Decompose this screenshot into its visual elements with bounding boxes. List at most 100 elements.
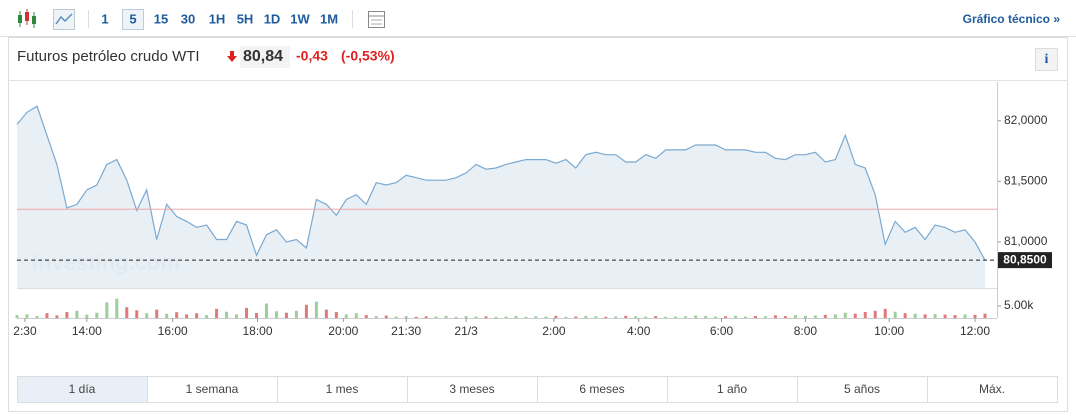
volume-bar xyxy=(75,310,79,318)
tab[interactable] xyxy=(277,376,408,403)
volume-bar xyxy=(963,314,967,318)
volume-bar xyxy=(843,312,847,318)
volume-bar xyxy=(863,311,867,318)
volume-bar xyxy=(255,312,259,318)
volume-bar xyxy=(494,316,498,318)
tab[interactable] xyxy=(407,376,538,403)
volume-bar xyxy=(763,316,767,318)
volume-bar xyxy=(414,316,418,318)
volume-bar xyxy=(554,315,558,318)
volume-bar xyxy=(434,316,438,318)
tab-label[interactable]: 5 años xyxy=(844,382,880,396)
volume-bar xyxy=(594,316,598,318)
volume-bar xyxy=(55,315,59,318)
volume-bar xyxy=(574,316,578,318)
tab[interactable] xyxy=(797,376,928,403)
interval[interactable]: 1W xyxy=(290,11,310,26)
tab-label[interactable]: 1 mes xyxy=(326,382,359,396)
volume-bar xyxy=(694,315,698,318)
x-tick-label: 8:00 xyxy=(794,324,818,338)
volume-bar xyxy=(704,316,708,318)
tab-label[interactable]: 6 meses xyxy=(579,382,624,396)
volume-bar xyxy=(624,315,628,318)
change-pct: (-0,53%) xyxy=(341,48,395,64)
volume-bar xyxy=(384,315,388,318)
interval-active-box xyxy=(122,9,144,30)
x-tick-label: 12:00 xyxy=(960,324,990,338)
volume-bar xyxy=(35,316,39,318)
tab-label[interactable]: Máx. xyxy=(979,382,1005,396)
candle-icon[interactable] xyxy=(18,9,36,28)
tab-label[interactable]: 3 meses xyxy=(449,382,494,396)
volume-bar xyxy=(743,316,747,318)
volume-bar xyxy=(913,313,917,318)
volume-bar xyxy=(654,316,658,318)
interval-bar: 1 5 15 30 1H 5H 1D 1W 1M xyxy=(101,9,338,30)
volume-bar xyxy=(235,314,239,318)
tab[interactable] xyxy=(17,376,148,403)
interval[interactable]: 1H xyxy=(209,11,226,26)
volume-bar xyxy=(753,316,757,318)
tab-label[interactable]: 1 día xyxy=(69,382,96,396)
volume-bar xyxy=(225,311,229,318)
volume-bar xyxy=(783,316,787,318)
info-label[interactable]: i xyxy=(1045,52,1049,67)
tab[interactable] xyxy=(147,376,278,403)
interval[interactable]: 30 xyxy=(181,11,195,26)
tab[interactable] xyxy=(927,376,1058,403)
volume-bar xyxy=(923,314,927,318)
volume-bar xyxy=(334,311,338,318)
panel-border xyxy=(8,37,1068,412)
tab-label[interactable]: 1 año xyxy=(717,382,747,396)
x-tick-label: 21/3 xyxy=(454,324,478,338)
volume-bar xyxy=(215,308,219,318)
last-price-box xyxy=(998,252,1052,269)
volume-bar xyxy=(893,311,897,318)
volume-bar xyxy=(105,302,109,318)
volume-bar xyxy=(674,316,678,318)
table-icon[interactable] xyxy=(368,11,385,28)
interval[interactable]: 1 xyxy=(101,11,108,26)
volume-bar xyxy=(65,311,69,318)
interval[interactable]: 15 xyxy=(154,11,168,26)
volume-bar xyxy=(474,316,478,318)
volume-bar xyxy=(943,314,947,318)
x-tick-label: 6:00 xyxy=(710,324,734,338)
tab-label[interactable]: 1 semana xyxy=(186,382,239,396)
volume-bar xyxy=(484,316,488,318)
volume-bar xyxy=(634,316,638,318)
volume-bar xyxy=(354,313,358,318)
volume-bar xyxy=(424,316,428,318)
x-tick-label: 14:00 xyxy=(72,324,102,338)
x-tick-label: 21:30 xyxy=(391,324,421,338)
volume-bar xyxy=(604,316,608,318)
info-button[interactable] xyxy=(1035,48,1058,71)
volume-bar xyxy=(245,307,249,318)
volume-bar xyxy=(185,314,189,318)
interval[interactable]: 5H xyxy=(237,11,254,26)
x-tick-label: 2:30 xyxy=(13,324,37,338)
price-box xyxy=(240,46,290,68)
volume-bar xyxy=(95,312,99,318)
interval[interactable]: 5 xyxy=(129,11,136,26)
x-tick-label: 2:00 xyxy=(542,324,566,338)
volume-bar xyxy=(274,311,278,318)
volume-bar xyxy=(125,307,129,318)
change: -0,43 xyxy=(296,48,328,64)
interval[interactable]: 1M xyxy=(320,11,338,26)
interval[interactable]: 1D xyxy=(264,11,281,26)
tab[interactable] xyxy=(537,376,668,403)
volume-bar xyxy=(45,313,49,318)
volume-bar xyxy=(524,316,528,318)
volume-bar xyxy=(15,315,19,318)
volume-bar xyxy=(145,313,149,318)
technical-chart-link[interactable]: Gráfico técnico » xyxy=(963,12,1061,26)
x-tick-label: 20:00 xyxy=(328,324,358,338)
price-line xyxy=(16,105,986,261)
y-tick-label: 81,0000 xyxy=(1004,234,1048,248)
x-tick-label: 4:00 xyxy=(627,324,651,338)
last-price-label: 80,8500 xyxy=(1003,252,1047,266)
line-icon[interactable] xyxy=(53,9,75,30)
volume-bar xyxy=(584,316,588,318)
